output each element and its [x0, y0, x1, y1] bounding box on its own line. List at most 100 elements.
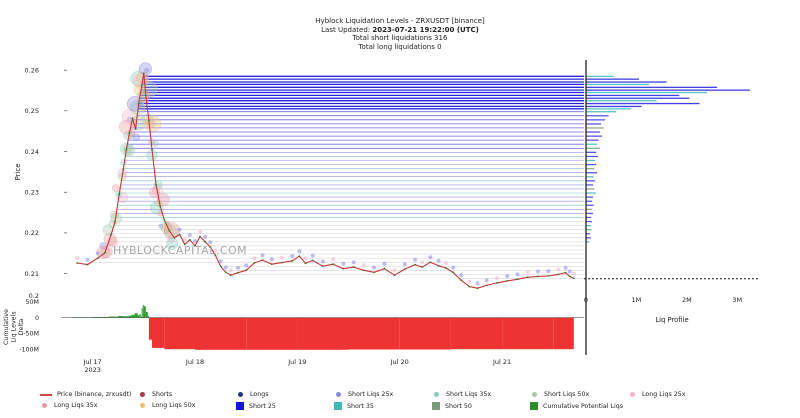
short-liquidation-levels	[91, 75, 584, 279]
price-point	[437, 264, 440, 267]
liq-marker	[187, 232, 192, 237]
delta-bar-negative	[297, 317, 349, 350]
profile-bar	[586, 155, 599, 158]
profile-bar	[586, 75, 614, 77]
legend: Price (binance, zrxusdt) Shorts Longs Short…	[40, 391, 800, 418]
liq-marker	[320, 259, 325, 264]
legend-label: Longs	[250, 391, 269, 398]
legend-label: Long Liqs 50x	[152, 402, 196, 409]
delta-bar-positive	[147, 315, 149, 318]
liq-bubble	[144, 115, 162, 132]
liq-bubble	[107, 237, 118, 248]
price-point	[547, 275, 550, 277]
price-point	[204, 240, 207, 243]
profile-bar	[586, 237, 591, 239]
profile-bar	[586, 180, 596, 182]
total-long-liquidations: Total long liquidations 0	[358, 42, 442, 51]
liq-marker	[223, 265, 228, 270]
legend-swatch	[630, 392, 635, 397]
time-tick-label: Jul 21	[492, 358, 511, 366]
price-series	[76, 72, 575, 290]
price-point	[118, 193, 121, 196]
profile-bar	[586, 100, 657, 102]
legend-label: Long Liqs 25x	[642, 391, 686, 398]
liq-marker	[420, 260, 425, 265]
profile-bar	[586, 105, 642, 108]
legend-item: Short 25	[236, 402, 276, 410]
delta-tick-label: -50M	[23, 331, 39, 338]
liq-marker	[563, 265, 568, 270]
legend-label: Price (binance, zrxusdt)	[57, 391, 132, 398]
liq-bubble	[120, 159, 127, 166]
legend-item: Long Liqs 50x	[138, 402, 196, 409]
profile-bar	[586, 151, 597, 153]
price-point	[214, 254, 217, 257]
price-point	[173, 236, 176, 239]
price-point	[363, 269, 365, 272]
liq-marker	[361, 263, 366, 268]
liq-marker	[402, 262, 407, 267]
price-point	[159, 205, 162, 208]
liq-bubble	[100, 246, 113, 259]
profile-bar	[586, 225, 591, 227]
delta-bar-positive	[141, 308, 143, 318]
liq-marker	[546, 269, 551, 274]
price-point	[332, 263, 335, 266]
price-bottom-label: 0.2	[29, 292, 39, 300]
price-point	[304, 262, 307, 265]
price-point	[253, 262, 256, 264]
price-point	[270, 263, 273, 266]
price-point	[352, 266, 355, 268]
liq-marker	[459, 273, 464, 278]
price-tick-label: 0.26	[25, 67, 39, 75]
price-tick-label: 0.22	[25, 229, 39, 237]
delta-bar-positive	[142, 305, 144, 318]
liq-marker	[392, 268, 397, 273]
profile-tick-label: 1M	[632, 296, 642, 304]
profile-tick-label: 0	[584, 296, 588, 304]
price-point	[322, 265, 324, 268]
legend-item: Short 50	[432, 402, 472, 410]
profile-bar	[586, 172, 598, 174]
price-point	[311, 259, 314, 262]
delta-bar-positive	[92, 317, 108, 318]
time-tick-label: Jul 19	[287, 358, 306, 366]
legend-item: Short Liqs 25x	[334, 391, 393, 398]
legend-label: Cumulative Potential Liqs	[543, 402, 624, 410]
time-tick-label: Jul 20	[390, 358, 409, 366]
liq-marker	[436, 258, 441, 263]
profile-bar	[586, 127, 604, 129]
profile-bar	[586, 91, 707, 94]
liq-marker	[351, 260, 356, 265]
profile-bar	[586, 163, 597, 166]
price-point	[429, 261, 432, 264]
legend-item: Short 35	[334, 402, 374, 410]
price-point	[526, 276, 529, 279]
liq-bubble	[166, 238, 179, 250]
delta-axis-label: Liq Levels	[11, 311, 18, 342]
liq-marker	[372, 265, 377, 270]
legend-item: Long Liqs 25x	[628, 391, 686, 398]
price-point	[219, 265, 222, 268]
profile-bar	[586, 94, 680, 97]
profile-bar	[586, 131, 601, 133]
price-point	[281, 261, 283, 264]
profile-bar	[586, 159, 596, 162]
legend-item: Cumulative Potential Liqs	[530, 402, 623, 410]
liq-marker	[236, 265, 240, 270]
liq-marker	[193, 239, 197, 243]
profile-bar	[586, 200, 593, 202]
price-point	[537, 275, 539, 278]
profile-bar	[586, 220, 593, 223]
profile-bar	[586, 241, 590, 243]
price-tick-label: 0.24	[25, 148, 39, 156]
legend-swatch	[432, 402, 440, 410]
profile-bar	[586, 86, 718, 88]
price-point	[229, 274, 232, 277]
profile-bar	[586, 143, 598, 145]
price-point	[114, 220, 116, 223]
price-point	[194, 245, 196, 247]
delta-tick-label: 0	[35, 315, 39, 322]
delta-bar-negative	[164, 317, 195, 350]
total-short-liquidations: Total short liquidations 316	[352, 34, 448, 42]
